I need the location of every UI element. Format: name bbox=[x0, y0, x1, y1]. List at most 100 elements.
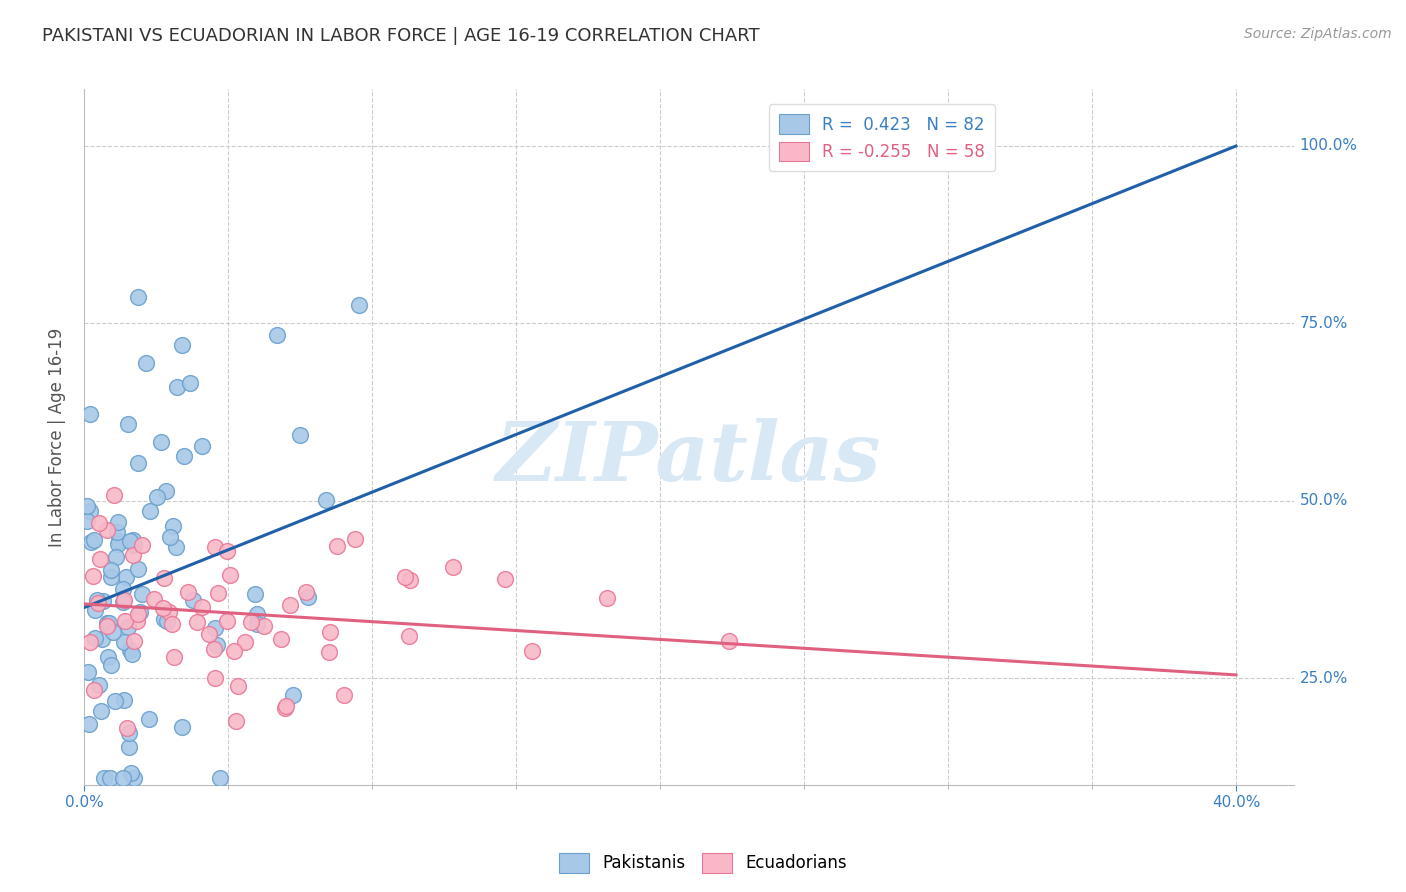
Point bbox=[79, 407, 101, 421]
Point bbox=[347, 298, 370, 312]
Point bbox=[77, 665, 100, 680]
Point bbox=[122, 633, 145, 648]
Point bbox=[100, 657, 122, 672]
Point bbox=[233, 635, 256, 649]
Point bbox=[207, 586, 229, 600]
Point bbox=[76, 500, 98, 514]
Point bbox=[87, 596, 110, 610]
Point bbox=[89, 516, 111, 530]
Point bbox=[165, 541, 187, 555]
Point bbox=[243, 587, 266, 601]
Point bbox=[246, 607, 269, 621]
Point bbox=[122, 533, 145, 548]
Point bbox=[115, 570, 138, 584]
Point bbox=[319, 624, 342, 639]
Point bbox=[170, 720, 193, 734]
Point bbox=[186, 615, 208, 629]
Point bbox=[139, 504, 162, 518]
Point bbox=[111, 582, 134, 597]
Point bbox=[152, 600, 174, 615]
Point bbox=[222, 644, 245, 658]
Point bbox=[118, 642, 141, 657]
Point bbox=[209, 771, 232, 785]
Point bbox=[112, 692, 135, 706]
Point bbox=[252, 619, 274, 633]
Point bbox=[117, 740, 139, 755]
Text: 100.0%: 100.0% bbox=[1299, 138, 1358, 153]
Point bbox=[283, 688, 305, 702]
Point bbox=[120, 534, 142, 549]
Point bbox=[276, 698, 298, 713]
Point bbox=[101, 625, 124, 640]
Point bbox=[120, 766, 142, 780]
Point bbox=[127, 290, 149, 304]
Point bbox=[239, 615, 262, 630]
Point bbox=[153, 612, 176, 626]
Point bbox=[219, 568, 242, 582]
Point bbox=[156, 614, 179, 628]
Point bbox=[153, 571, 176, 585]
Point bbox=[226, 679, 249, 693]
Point bbox=[215, 614, 238, 628]
Point bbox=[135, 356, 157, 370]
Text: Source: ZipAtlas.com: Source: ZipAtlas.com bbox=[1244, 27, 1392, 41]
Point bbox=[124, 538, 146, 552]
Point bbox=[76, 514, 98, 528]
Point bbox=[596, 591, 619, 606]
Legend: Pakistanis, Ecuadorians: Pakistanis, Ecuadorians bbox=[553, 847, 853, 880]
Point bbox=[170, 338, 193, 352]
Point bbox=[98, 771, 121, 785]
Point bbox=[83, 683, 105, 698]
Point bbox=[343, 532, 366, 546]
Point bbox=[202, 641, 225, 656]
Point bbox=[117, 620, 139, 634]
Point bbox=[100, 569, 122, 583]
Point bbox=[118, 726, 141, 740]
Point bbox=[150, 434, 173, 449]
Point bbox=[127, 607, 149, 621]
Text: ZIPatlas: ZIPatlas bbox=[496, 418, 882, 498]
Point bbox=[398, 629, 420, 643]
Point bbox=[96, 524, 118, 538]
Point bbox=[181, 593, 204, 607]
Point bbox=[274, 701, 297, 715]
Point bbox=[127, 614, 149, 628]
Point bbox=[157, 605, 180, 619]
Text: 25.0%: 25.0% bbox=[1299, 671, 1348, 686]
Point bbox=[318, 645, 340, 659]
Point bbox=[79, 504, 101, 518]
Point bbox=[441, 559, 464, 574]
Point bbox=[225, 714, 247, 728]
Point bbox=[80, 535, 103, 549]
Point bbox=[122, 771, 145, 785]
Point bbox=[96, 616, 118, 631]
Point bbox=[82, 569, 104, 583]
Point bbox=[97, 615, 120, 630]
Point bbox=[112, 593, 135, 607]
Point bbox=[190, 600, 212, 615]
Point bbox=[90, 704, 112, 718]
Point bbox=[112, 634, 135, 648]
Text: PAKISTANI VS ECUADORIAN IN LABOR FORCE | AGE 16-19 CORRELATION CHART: PAKISTANI VS ECUADORIAN IN LABOR FORCE |… bbox=[42, 27, 759, 45]
Point bbox=[297, 590, 319, 604]
Point bbox=[162, 518, 184, 533]
Point bbox=[87, 677, 110, 691]
Point bbox=[217, 543, 239, 558]
Point bbox=[131, 538, 153, 552]
Point bbox=[179, 376, 201, 390]
Point bbox=[326, 539, 349, 553]
Point bbox=[83, 603, 105, 617]
Point bbox=[280, 599, 302, 613]
Point bbox=[159, 530, 181, 544]
Point bbox=[204, 540, 226, 554]
Point bbox=[93, 771, 115, 785]
Point bbox=[163, 649, 186, 664]
Point bbox=[84, 631, 107, 645]
Point bbox=[86, 593, 108, 607]
Point bbox=[295, 585, 318, 599]
Point bbox=[398, 574, 420, 588]
Point bbox=[177, 585, 200, 599]
Point bbox=[117, 721, 139, 735]
Point bbox=[494, 573, 516, 587]
Point bbox=[96, 618, 118, 632]
